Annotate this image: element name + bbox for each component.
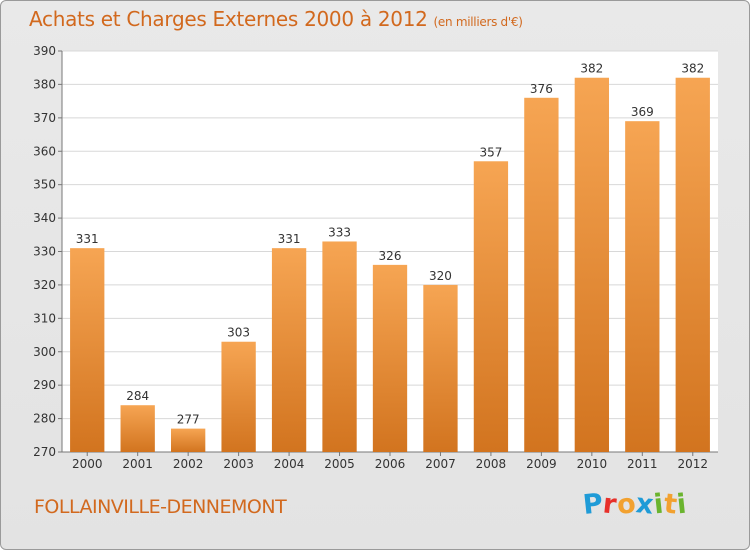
x-tick-label: 2005	[324, 457, 355, 471]
data-label: 331	[278, 232, 301, 246]
y-tick-label: 370	[33, 111, 56, 125]
y-tick-label: 270	[33, 445, 56, 459]
bar	[70, 248, 105, 452]
data-label: 331	[76, 232, 99, 246]
y-tick-label: 280	[33, 412, 56, 426]
y-tick-label: 340	[33, 211, 56, 225]
data-label: 320	[429, 269, 452, 283]
data-label: 376	[530, 82, 553, 96]
x-tick-label: 2012	[677, 457, 708, 471]
data-label: 369	[631, 105, 654, 119]
data-label: 382	[681, 62, 704, 76]
bar	[221, 341, 256, 452]
x-tick-label: 2000	[72, 457, 103, 471]
y-tick-label: 310	[33, 311, 56, 325]
x-tick-label: 2010	[577, 457, 608, 471]
data-label: 333	[328, 225, 351, 239]
bar	[524, 97, 559, 453]
data-label: 284	[126, 389, 149, 403]
bar	[170, 428, 206, 452]
logo-letter: i	[675, 488, 689, 521]
y-tick-label: 290	[33, 378, 56, 392]
proxiti-logo: Proxiti	[581, 488, 689, 521]
location-name: FOLLAINVILLE-DENNEMONT	[34, 496, 287, 518]
data-label: 303	[227, 326, 250, 340]
data-label: 382	[580, 62, 603, 76]
x-tick-label: 2001	[122, 457, 153, 471]
bar	[372, 264, 408, 452]
bar	[625, 121, 660, 453]
x-tick-label: 2009	[526, 457, 557, 471]
x-tick-label: 2002	[173, 457, 204, 471]
y-tick-label: 380	[33, 77, 56, 91]
bar	[322, 241, 357, 452]
bar	[271, 248, 307, 452]
y-tick-label: 350	[33, 178, 56, 192]
y-tick-label: 360	[33, 144, 56, 158]
data-label: 326	[379, 249, 402, 263]
y-tick-label: 320	[33, 278, 56, 292]
y-tick-label: 390	[33, 44, 56, 58]
x-tick-label: 2007	[425, 457, 456, 471]
chart-title: Achats et Charges Externes 2000 à 2012	[29, 7, 428, 31]
chart-subtitle: (en milliers d'€)	[433, 15, 523, 29]
bar	[120, 405, 155, 452]
bar	[675, 77, 710, 452]
bar	[423, 284, 458, 452]
y-tick-label: 300	[33, 345, 56, 359]
bar	[574, 77, 610, 452]
x-tick-label: 2004	[274, 457, 305, 471]
chart-title-block: Achats et Charges Externes 2000 à 2012 (e…	[29, 7, 523, 31]
bar	[473, 161, 509, 452]
x-tick-label: 2011	[627, 457, 658, 471]
x-tick-label: 2003	[223, 457, 254, 471]
x-tick-label: 2008	[476, 457, 507, 471]
y-tick-label: 330	[33, 245, 56, 259]
x-tick-label: 2006	[375, 457, 406, 471]
data-label: 277	[177, 413, 200, 427]
data-label: 357	[479, 145, 502, 159]
